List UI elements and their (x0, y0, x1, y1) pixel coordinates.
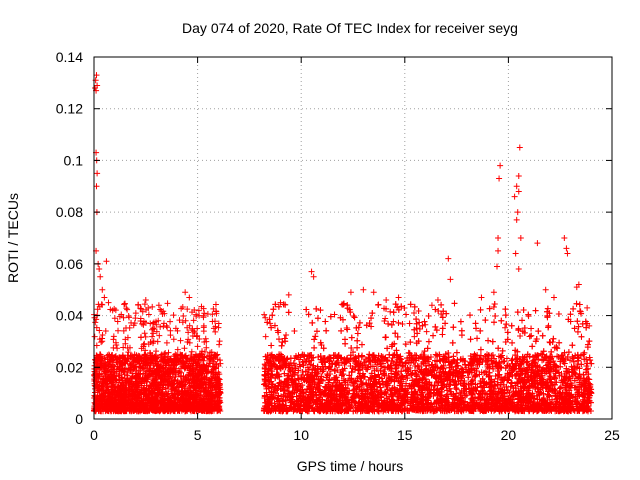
data-point (212, 323, 219, 330)
data-point (112, 339, 119, 346)
data-point (196, 335, 203, 342)
data-point (170, 312, 177, 319)
data-point (145, 311, 152, 318)
data-point (216, 341, 223, 348)
data-point (201, 348, 208, 355)
grid-lines (94, 57, 612, 419)
data-points (91, 72, 595, 415)
data-point (180, 313, 187, 320)
data-point (190, 317, 197, 324)
data-point (102, 327, 109, 334)
data-point (163, 339, 170, 346)
data-point (120, 344, 127, 351)
data-point (132, 315, 139, 322)
data-point (185, 336, 192, 343)
data-point (132, 310, 139, 317)
data-point (114, 318, 121, 325)
data-point (149, 303, 156, 310)
data-point (157, 306, 164, 313)
data-point (93, 324, 100, 331)
data-point (195, 307, 202, 314)
data-point (156, 332, 163, 339)
data-point (138, 334, 145, 341)
data-point (153, 348, 160, 355)
data-point (194, 343, 201, 350)
data-point (184, 306, 191, 313)
data-point (207, 349, 214, 356)
data-point (93, 342, 100, 349)
